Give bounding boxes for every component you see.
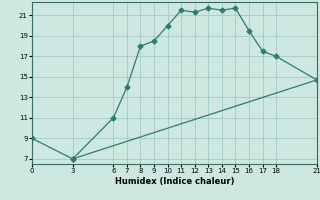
X-axis label: Humidex (Indice chaleur): Humidex (Indice chaleur) [115,177,234,186]
